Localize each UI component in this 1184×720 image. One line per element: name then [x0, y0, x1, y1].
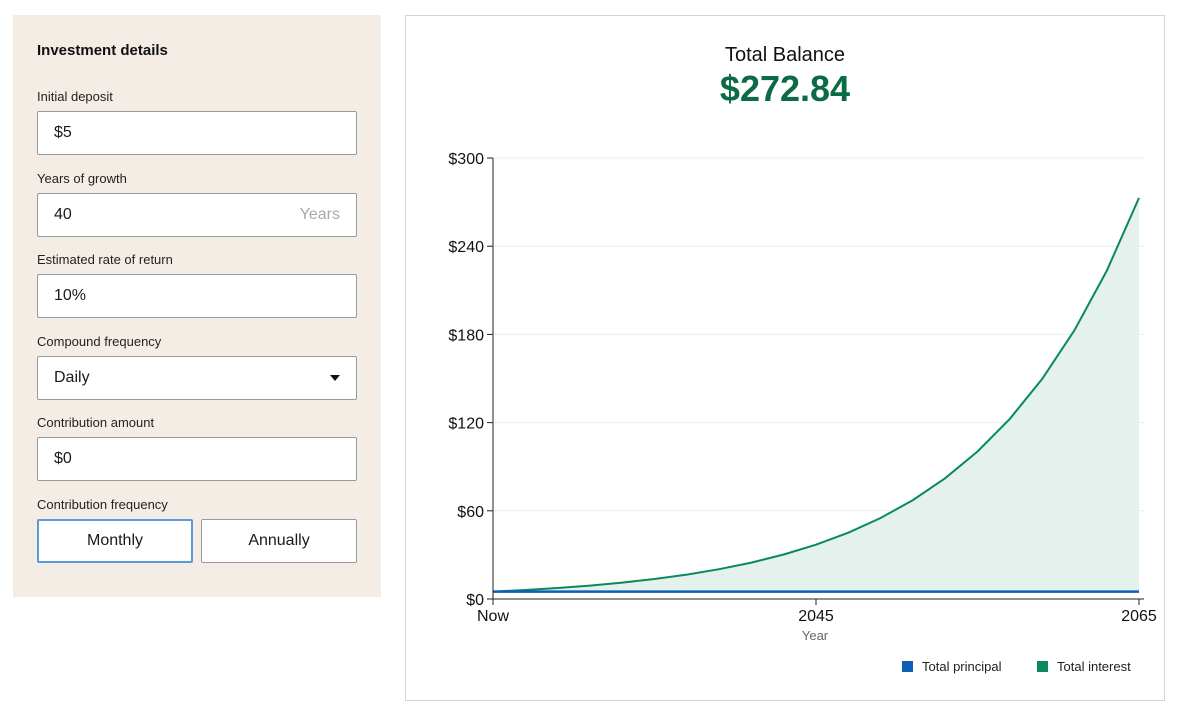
compound-frequency-value: Daily: [54, 369, 90, 386]
compound-frequency-select[interactable]: Daily: [37, 356, 357, 400]
years-suffix: Years: [299, 206, 340, 223]
years-of-growth-label: Years of growth: [37, 171, 127, 186]
legend-swatch: [1037, 661, 1048, 672]
initial-deposit-value: $5: [54, 124, 72, 141]
x-tick-label: Now: [477, 608, 509, 625]
x-tick-label: 2065: [1121, 608, 1157, 625]
chevron-down-icon: [330, 375, 340, 381]
total-interest-area: [493, 197, 1139, 592]
total-balance-value: $272.84: [720, 68, 850, 109]
axes: $0 $60 $120 $180 $240 $300 Now 2045 2065: [448, 151, 1156, 625]
rate-of-return-value: 10%: [54, 287, 87, 304]
years-of-growth-value: 40: [54, 206, 72, 223]
rate-of-return-input[interactable]: 10%: [37, 274, 357, 318]
x-axis-label: Year: [802, 628, 829, 643]
legend-label: Total principal: [922, 659, 1002, 674]
annually-button[interactable]: Annually: [201, 519, 357, 563]
x-tick-label: 2045: [798, 608, 834, 625]
contribution-frequency-label: Contribution frequency: [37, 497, 168, 512]
legend-label: Total interest: [1057, 659, 1131, 674]
monthly-button[interactable]: Monthly: [37, 519, 193, 563]
years-of-growth-input[interactable]: 40 Years: [37, 193, 357, 237]
y-tick-label: $0: [466, 592, 484, 609]
legend-swatch: [902, 661, 913, 672]
chart-legend: Total principal Total interest: [902, 659, 1131, 674]
compound-frequency-label: Compound frequency: [37, 334, 162, 349]
y-tick-label: $180: [448, 327, 484, 344]
rate-of-return-label: Estimated rate of return: [37, 252, 173, 267]
initial-deposit-input[interactable]: $5: [37, 111, 357, 155]
chart-card: Total Balance $272.84 $0 $60 $120 $180 $240 $…: [405, 15, 1165, 701]
balance-chart: Total Balance $272.84 $0$60$120$180$240$…: [448, 44, 1156, 674]
contribution-amount-label: Contribution amount: [37, 415, 155, 430]
panel-title: Investment details: [37, 42, 168, 59]
y-tick-label: $60: [457, 504, 484, 521]
y-tick-label: $240: [448, 239, 484, 256]
contribution-amount-value: $0: [54, 450, 72, 467]
initial-deposit-label: Initial deposit: [37, 89, 113, 104]
total-interest-line: [492, 197, 1140, 593]
chart-title: Total Balance: [725, 44, 845, 66]
y-tick-label: $120: [448, 416, 484, 433]
contribution-amount-input[interactable]: $0: [37, 437, 357, 481]
y-tick-label: $300: [448, 151, 484, 168]
investment-details-panel: Investment details Initial deposit $5 Ye…: [13, 15, 381, 597]
